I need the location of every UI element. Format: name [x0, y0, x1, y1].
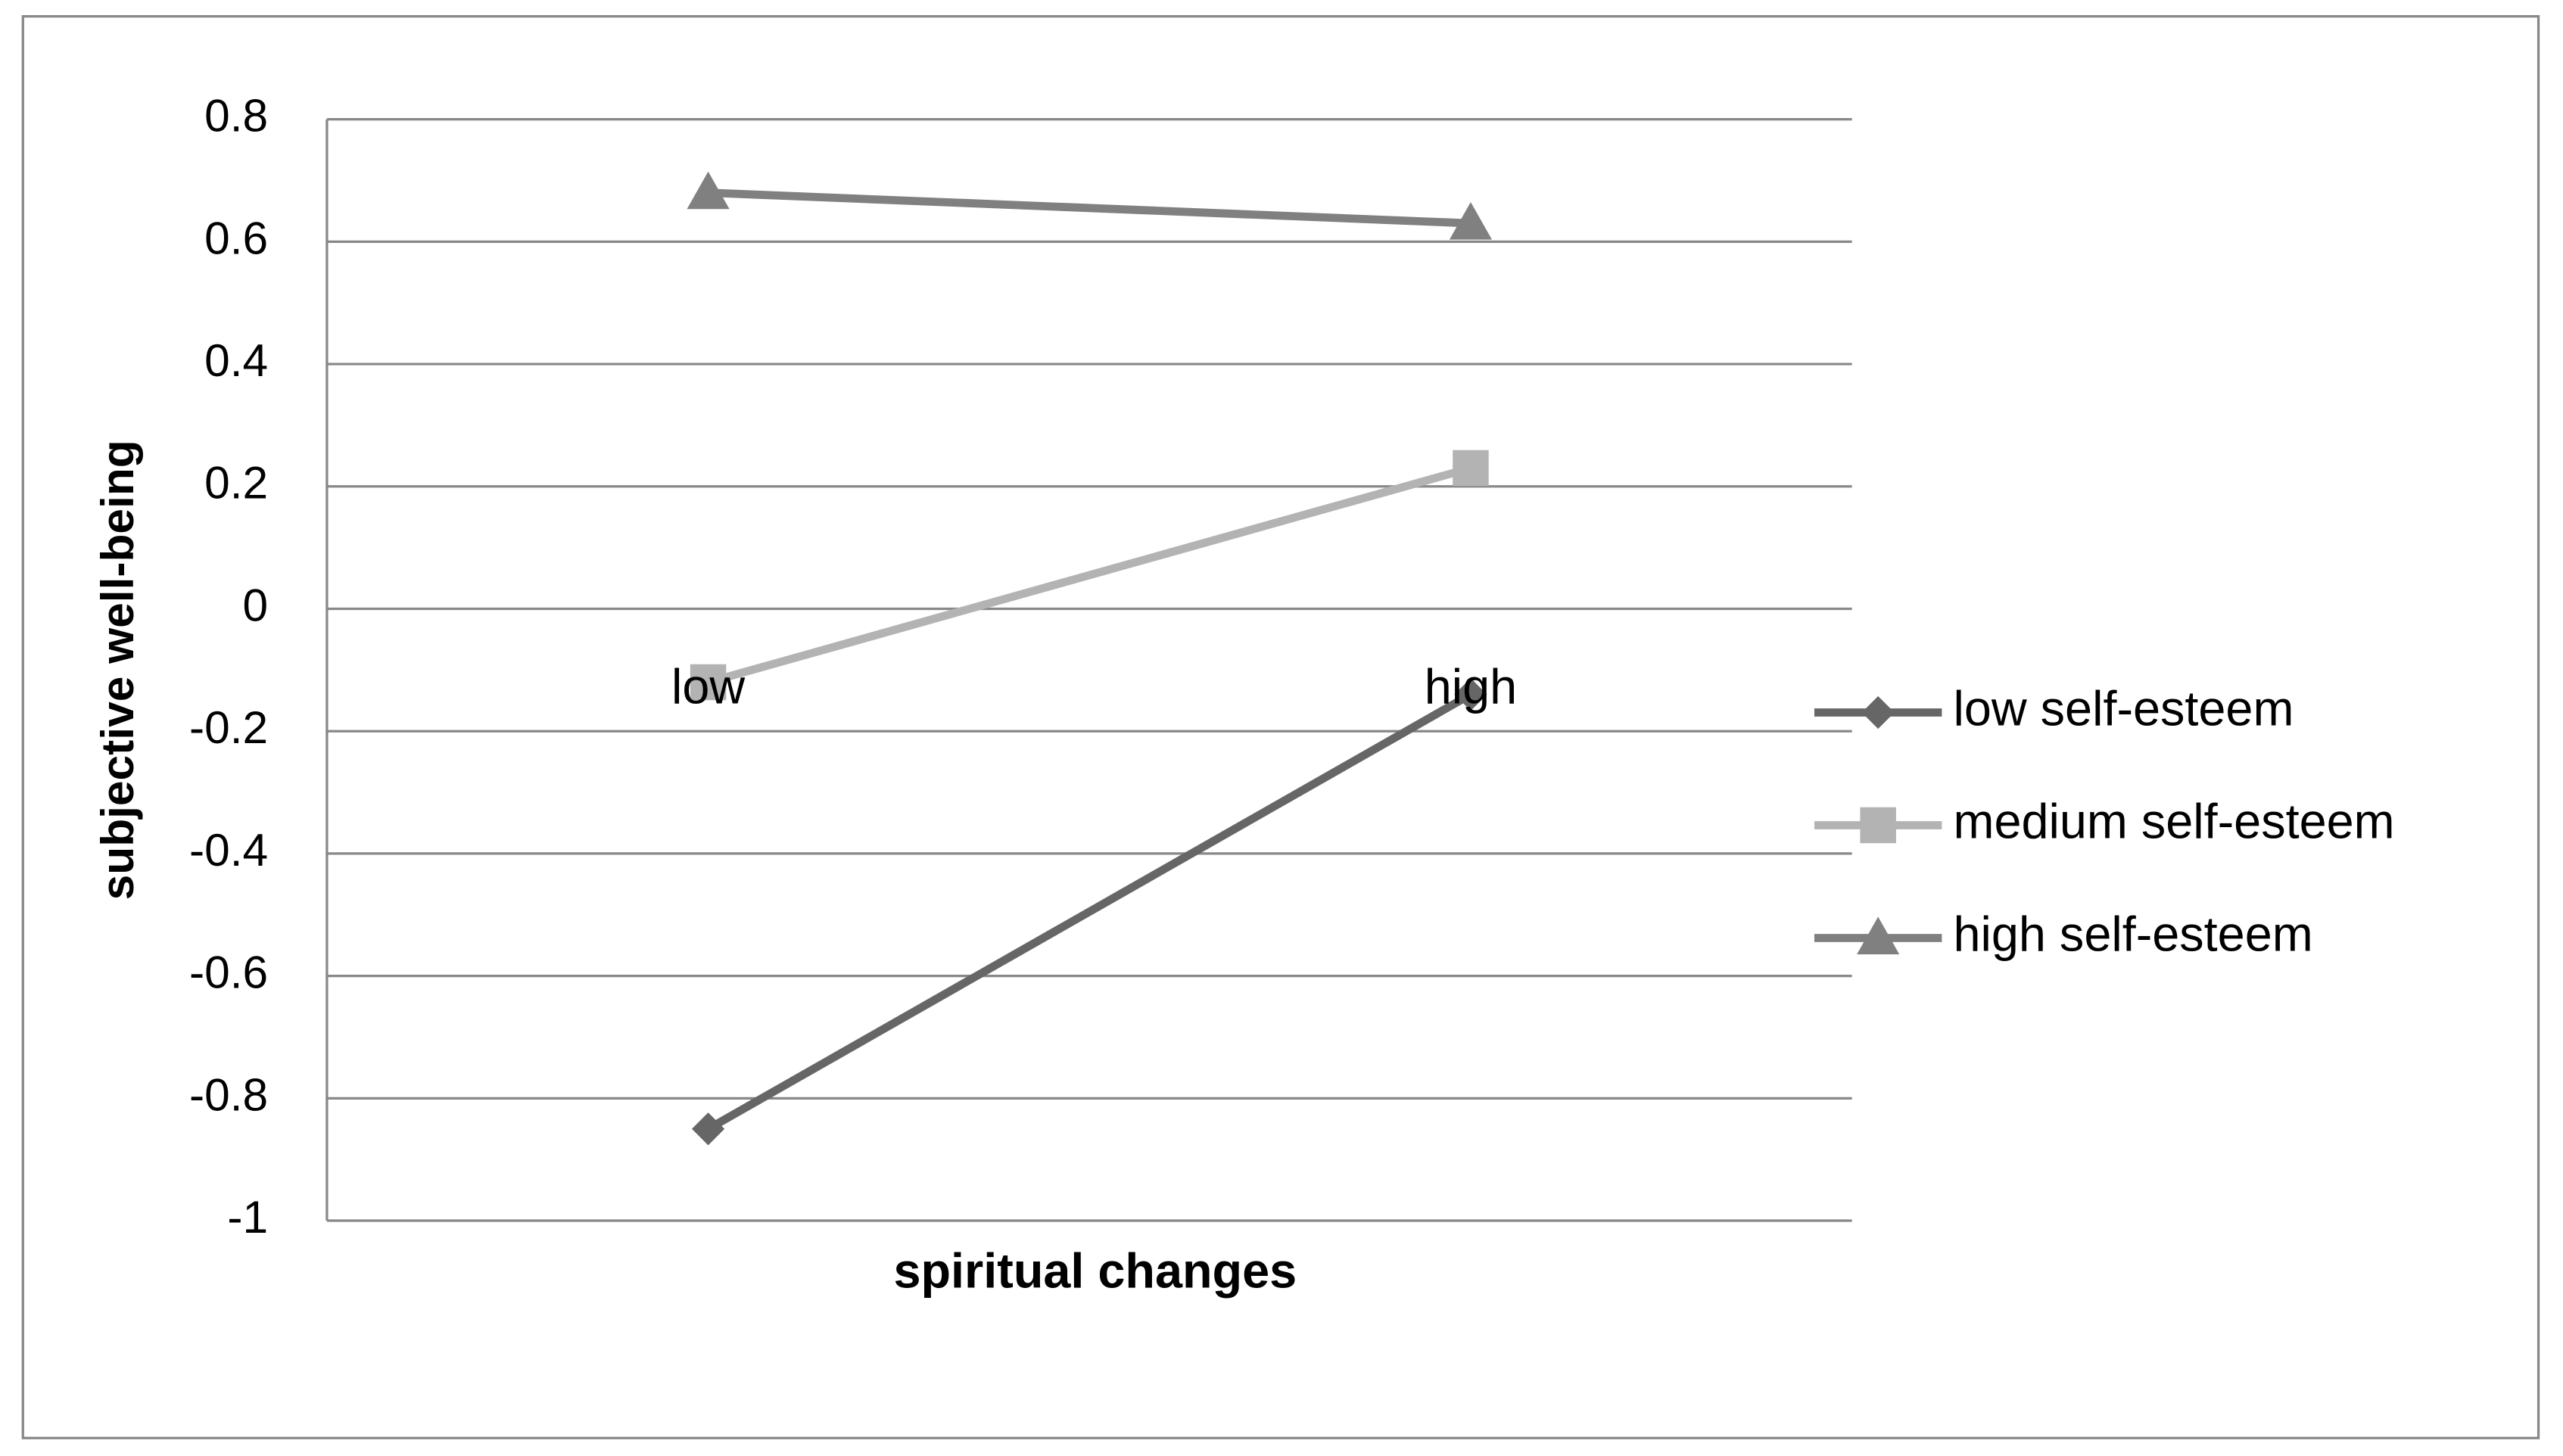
y-tick-label: 0.6 [204, 212, 268, 263]
data-point [1454, 678, 1487, 711]
legend-label: high self-esteem [1954, 907, 2313, 962]
y-tick-label: -0.8 [189, 1069, 268, 1120]
y-axis-title: subjective well-being [92, 440, 143, 900]
legend-label: medium self-esteem [1954, 794, 2395, 849]
y-tick-label: 0.8 [204, 90, 268, 142]
chart-border [21, 14, 2540, 1439]
data-point [1453, 450, 1489, 487]
y-tick-label: -0.4 [189, 824, 268, 876]
y-tick-label: -0.6 [189, 947, 268, 998]
series-line [707, 464, 1472, 686]
y-tick-label: 0.4 [204, 334, 268, 386]
legend-marker [1861, 695, 1895, 730]
data-point [687, 171, 730, 210]
data-point [1449, 202, 1493, 240]
x-tick-label: low [671, 659, 745, 714]
legend-marker [1860, 807, 1896, 844]
legend-label: low self-esteem [1954, 681, 2294, 736]
y-tick-label: 0.2 [204, 457, 268, 509]
x-axis-title: spiritual changes [893, 1243, 1297, 1298]
data-point [690, 664, 727, 701]
x-tick-label: high [1425, 659, 1517, 714]
y-tick-label: -1 [227, 1191, 268, 1243]
data-point [692, 1112, 725, 1146]
series-line [708, 188, 1471, 228]
legend-marker [1857, 916, 1900, 955]
y-tick-label: -0.2 [189, 702, 268, 753]
series-line [705, 690, 1473, 1133]
y-tick-label: 0 [243, 579, 269, 630]
